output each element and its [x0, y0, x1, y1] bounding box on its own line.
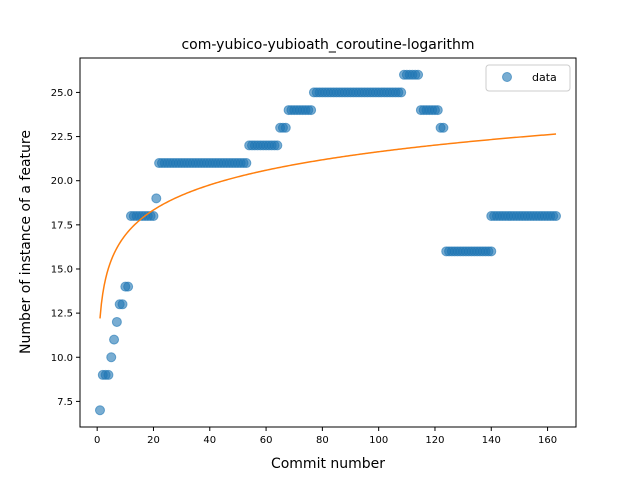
legend-box [485, 64, 571, 92]
data-point [551, 211, 562, 222]
x-tick-label: 160 [538, 435, 557, 446]
data-point [432, 105, 443, 116]
x-tick-label: 20 [147, 435, 160, 446]
data-point [103, 369, 114, 380]
data-point [280, 122, 291, 133]
y-axis-label: Number of instance of a feature [18, 130, 34, 354]
y-tick-label: 20.0 [51, 176, 73, 187]
x-tick-label: 140 [482, 435, 501, 446]
data-points [94, 69, 562, 416]
plot-frame [79, 57, 577, 428]
x-axis: 0 20 40 60 80 100 120 140 160 [94, 427, 557, 446]
plot-background [80, 58, 576, 427]
y-tick-label: 15.0 [51, 264, 73, 275]
x-tick-label: 100 [369, 435, 388, 446]
y-tick-label: 25.0 [51, 88, 73, 99]
data-point [413, 69, 424, 80]
x-tick-label: 80 [316, 435, 329, 446]
legend-marker-data [502, 72, 512, 82]
data-point [123, 281, 134, 292]
data-point [438, 122, 449, 133]
data-point [109, 334, 120, 345]
y-tick-label: 7.5 [57, 397, 73, 408]
data-point [306, 105, 317, 116]
data-point [111, 316, 122, 327]
data-point [94, 405, 105, 416]
data-point [272, 140, 283, 151]
legend: data [485, 64, 571, 92]
data-point [396, 87, 407, 98]
x-tick-label: 60 [260, 435, 273, 446]
data-point [106, 352, 117, 363]
x-axis-label: Commit number [271, 456, 385, 472]
chart-title: com-yubico-yubioath_coroutine-logarithm [181, 37, 474, 53]
y-tick-label: 12.5 [51, 309, 73, 320]
plot-area [79, 57, 577, 428]
y-tick-label: 17.5 [51, 220, 73, 231]
data-point [241, 158, 252, 169]
x-tick-label: 120 [425, 435, 444, 446]
data-point [486, 246, 497, 257]
y-axis: 7.5 10.0 12.5 15.0 17.5 20.0 22.5 25.0 [51, 88, 80, 408]
data-point [148, 211, 159, 222]
fit-line [99, 133, 557, 319]
x-tick-label: 40 [203, 435, 216, 446]
y-tick-label: 10.0 [51, 353, 73, 364]
data-point [117, 299, 128, 310]
data-point [151, 193, 162, 204]
legend-label-data: data [532, 71, 557, 84]
y-tick-label: 22.5 [51, 132, 73, 143]
fit-line-group [99, 133, 557, 319]
x-tick-label: 0 [94, 435, 100, 446]
